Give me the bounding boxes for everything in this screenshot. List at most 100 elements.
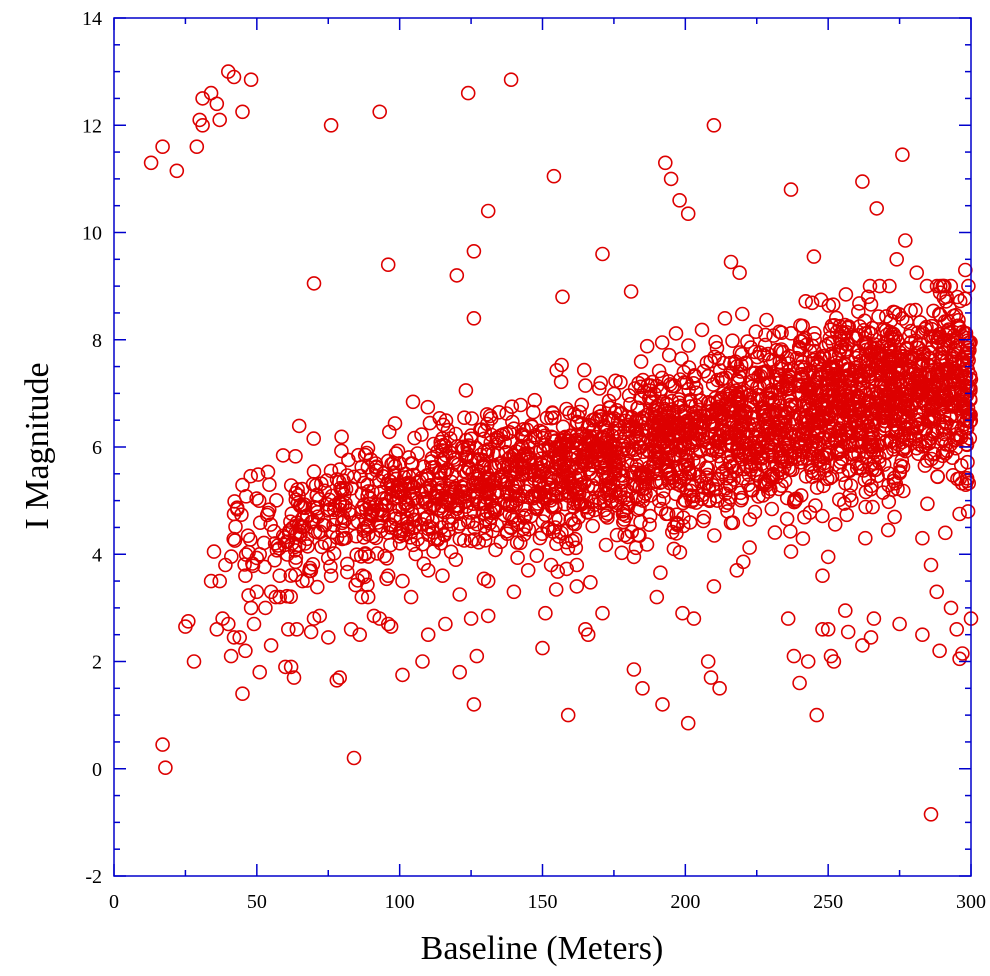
data-point — [649, 589, 665, 605]
data-point — [206, 544, 222, 559]
data-point — [651, 426, 667, 442]
data-point — [820, 549, 836, 565]
data-point — [592, 495, 608, 510]
data-point — [914, 383, 930, 398]
data-point — [438, 616, 453, 632]
data-point — [756, 458, 772, 474]
data-point — [710, 472, 726, 487]
data-point — [181, 613, 196, 629]
data-point — [732, 265, 747, 281]
data-point — [912, 336, 928, 352]
data-point — [799, 337, 815, 353]
data-point — [635, 680, 650, 696]
data-point — [839, 371, 854, 387]
data-point — [708, 334, 723, 350]
data-point — [485, 446, 501, 461]
data-point — [770, 382, 786, 398]
data-point — [651, 363, 667, 379]
data-point — [695, 414, 711, 430]
data-point — [771, 481, 787, 497]
data-point — [646, 426, 662, 442]
y-tick-label: 14 — [82, 8, 102, 30]
data-point — [203, 573, 219, 589]
data-point — [781, 369, 797, 384]
data-point — [458, 432, 474, 448]
data-point — [735, 402, 751, 418]
data-point — [620, 500, 635, 516]
data-point — [380, 616, 396, 632]
data-point — [305, 476, 321, 492]
data-point — [932, 307, 948, 323]
data-point — [787, 493, 803, 509]
data-point — [815, 348, 830, 364]
data-point — [398, 466, 413, 482]
data-point — [908, 302, 923, 318]
data-point — [868, 401, 884, 416]
data-point — [300, 539, 316, 554]
data-point — [744, 410, 759, 426]
data-point — [383, 520, 399, 535]
data-point — [567, 531, 583, 547]
data-point — [887, 377, 903, 393]
data-point — [901, 352, 916, 368]
x-tick-label: 250 — [813, 891, 843, 913]
data-point — [463, 611, 479, 626]
data-point — [609, 527, 625, 543]
data-point — [621, 417, 636, 433]
data-point — [488, 542, 503, 558]
data-point — [706, 579, 722, 594]
data-point — [422, 415, 438, 431]
data-point — [155, 139, 170, 154]
data-point — [323, 559, 338, 574]
data-point — [469, 489, 484, 505]
data-point — [377, 548, 392, 564]
data-point — [885, 393, 901, 409]
data-point — [212, 112, 227, 128]
data-point — [704, 403, 720, 419]
data-point — [252, 664, 268, 680]
data-point — [288, 554, 303, 570]
data-point — [314, 539, 329, 555]
data-point — [672, 436, 688, 452]
data-point — [684, 494, 700, 509]
data-point — [704, 419, 720, 434]
data-point — [447, 481, 463, 497]
data-point — [258, 600, 273, 616]
data-point — [920, 496, 935, 512]
tick-labels: 0 50 100 150 200 250 300 -2 0 2 4 6 8 10 12 14 — [82, 8, 986, 913]
data-point — [915, 627, 930, 643]
data-point — [346, 750, 362, 766]
data-point — [323, 463, 339, 479]
data-point — [372, 104, 388, 120]
y-tick-label: 12 — [82, 115, 102, 137]
data-point — [779, 511, 795, 527]
y-tick-label: 10 — [82, 223, 102, 245]
data-point — [816, 406, 832, 421]
data-point — [850, 344, 866, 359]
data-point — [312, 608, 328, 624]
data-point — [862, 278, 878, 294]
data-point — [915, 530, 930, 546]
data-point — [857, 472, 873, 488]
data-point — [313, 476, 329, 492]
data-point — [609, 402, 625, 418]
data-point — [742, 540, 757, 555]
data-point — [329, 510, 344, 526]
data-point — [730, 386, 746, 402]
data-point — [608, 373, 623, 389]
data-point — [435, 568, 450, 584]
data-point — [841, 362, 857, 378]
data-point — [783, 451, 799, 467]
data-point — [302, 560, 318, 576]
data-point — [839, 407, 854, 423]
data-point — [541, 491, 557, 506]
data-point — [892, 616, 907, 632]
data-point — [407, 520, 422, 536]
data-point — [528, 429, 543, 445]
data-point — [266, 523, 282, 539]
data-point — [392, 535, 408, 551]
data-point — [755, 449, 771, 465]
data-point — [719, 437, 735, 453]
data-point — [758, 327, 773, 343]
data-point — [334, 429, 349, 445]
